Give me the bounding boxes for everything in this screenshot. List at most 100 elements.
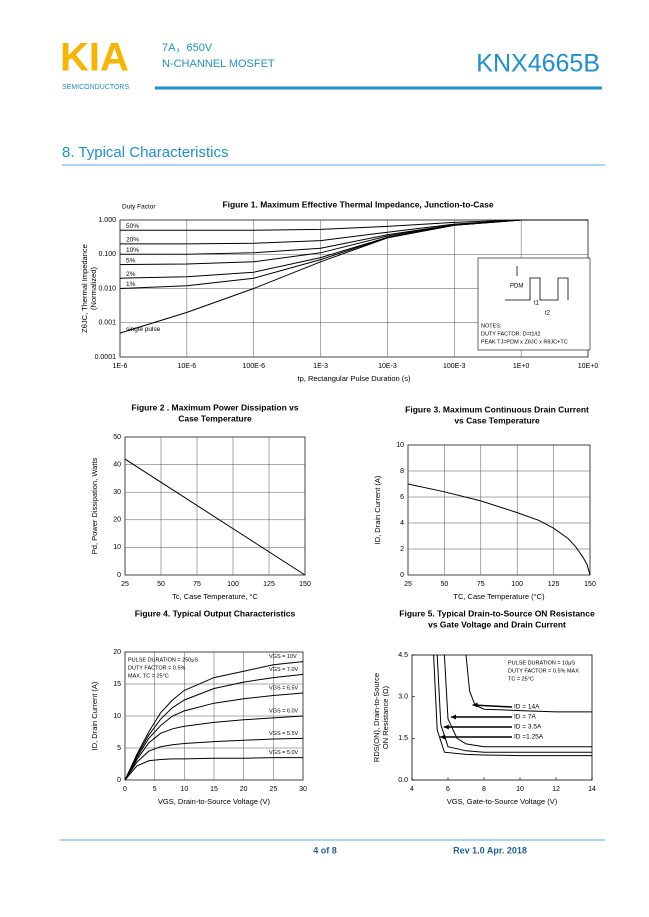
- curve-label: ID = 7A: [514, 714, 537, 721]
- x-tick-label: 100: [511, 581, 523, 588]
- x-tick-label: 10: [180, 786, 188, 793]
- curve: [124, 757, 303, 781]
- x-axis-label: Tc, Case Temperature, °C: [172, 592, 258, 601]
- x-tick-label: 10E-3: [378, 363, 397, 370]
- curve-label: 5%: [126, 257, 136, 264]
- page-number: 4 of 8: [313, 845, 337, 855]
- section-title: 8. Typical Characteristics: [62, 144, 228, 161]
- x-axis-label: tp, Rectangular Pulse Duration (s): [298, 374, 411, 383]
- y-tick-label: 0.100: [98, 251, 116, 258]
- x-tick-label: 50: [441, 581, 449, 588]
- note: TC = 25°C: [508, 676, 534, 682]
- y-tick-label: 0.0001: [95, 354, 117, 361]
- arrow-head: [451, 714, 456, 720]
- curve-label: ID =1.25A: [514, 734, 544, 741]
- x-tick-label: 1E+0: [513, 363, 530, 370]
- y-tick-label: 1.000: [98, 217, 116, 224]
- y-tick-label: 10: [396, 442, 404, 449]
- figure-title: vs Gate Voltage and Drain Current: [428, 619, 566, 629]
- curve-label: VGS = 7.0V: [269, 667, 299, 673]
- inset-label: t2: [545, 311, 551, 317]
- y-axis-label: ID, Drain Current (A): [373, 475, 382, 544]
- y-tick-label: 0: [117, 777, 121, 784]
- curve: [465, 654, 592, 713]
- inset-box: [477, 257, 591, 351]
- x-tick-label: 125: [548, 581, 560, 588]
- revision: Rev 1.0 Apr. 2018: [453, 845, 527, 855]
- x-tick-label: 1E-3: [313, 363, 328, 370]
- x-tick-label: 100E-6: [242, 363, 265, 370]
- legend-title: Duty Factor: [122, 204, 156, 211]
- curve: [124, 737, 304, 781]
- spec-line: N-CHANNEL MOSFET: [162, 58, 275, 70]
- y-axis-label: Pd, Power Dissipation, Watts: [90, 458, 99, 555]
- y-axis-label: RDS(ON), Drain-to-Source: [372, 673, 381, 762]
- x-tick-label: 14: [588, 786, 596, 793]
- y-tick-label: 2: [400, 546, 404, 553]
- x-axis-label: TC, Case Temperature (°C): [453, 592, 545, 601]
- arrow: [472, 704, 513, 708]
- y-tick-label: 6: [400, 494, 404, 501]
- curve-label: ID = 3.5A: [514, 724, 542, 731]
- curve-label: single pulse: [126, 326, 161, 333]
- x-tick-label: 5: [153, 786, 157, 793]
- y-tick-label: 4: [400, 520, 404, 527]
- spec-line: 7A，650V: [162, 42, 213, 54]
- curve: [407, 483, 591, 576]
- x-axis-label: VGS, Gate-to-Source Voltage (V): [447, 797, 558, 806]
- y-tick-label: 10: [113, 713, 121, 720]
- inset-note: PEAK TJ=PDM x ZθJC x RθJC+TC: [481, 339, 568, 345]
- figure-title: Figure 1. Maximum Effective Thermal Impe…: [222, 199, 493, 209]
- y-tick-label: 0.010: [98, 285, 116, 292]
- y-axis-label: ON Resistance (Ω): [381, 685, 390, 749]
- x-tick-label: 25: [121, 581, 129, 588]
- inset-label: t1: [534, 301, 540, 307]
- y-tick-label: 0.001: [98, 320, 116, 327]
- curve-label: VGS = 10V: [269, 654, 297, 660]
- y-tick-label: 5: [117, 745, 121, 752]
- inset-label: PDM: [510, 284, 523, 290]
- note: DUTY FACTOR = 0.5%: [128, 665, 186, 671]
- x-tick-label: 125: [263, 581, 275, 588]
- arrow-head: [472, 702, 478, 708]
- part-number: KNX4665B: [476, 50, 600, 78]
- y-tick-label: 30: [113, 489, 121, 496]
- x-tick-label: 30: [299, 786, 307, 793]
- x-tick-label: 4: [410, 786, 414, 793]
- note: PULSE DURATION = 250μS: [128, 657, 198, 663]
- y-tick-label: 20: [113, 649, 121, 656]
- x-tick-label: 10: [516, 786, 524, 793]
- x-tick-label: 75: [477, 581, 485, 588]
- pulse-diagram: [505, 277, 569, 301]
- arrow-head: [443, 724, 449, 730]
- x-tick-label: 6: [446, 786, 450, 793]
- y-tick-label: 0: [117, 572, 121, 579]
- y-tick-label: 4.5: [398, 652, 408, 659]
- y-tick-label: 8: [400, 468, 404, 475]
- x-axis-label: VGS, Drain-to-Source Voltage (V): [158, 797, 271, 806]
- y-axis-label: (Normalized): [89, 267, 98, 310]
- curve-label: VGS = 5.0V: [269, 750, 299, 756]
- y-tick-label: 1.5: [398, 735, 408, 742]
- arrow-head: [440, 734, 446, 740]
- curve-label: 20%: [126, 237, 139, 244]
- x-tick-label: 15: [210, 786, 218, 793]
- x-tick-label: 1E-6: [113, 363, 128, 370]
- curve-label: 1%: [126, 281, 136, 288]
- curve: [124, 673, 304, 781]
- curve-label: VGS = 5.5V: [269, 731, 299, 737]
- curve-label: VGS = 6.5V: [269, 685, 299, 691]
- curve: [124, 715, 304, 781]
- y-tick-label: 50: [113, 434, 121, 441]
- logo-sub: SEMICONDUCTORS: [62, 84, 129, 91]
- x-tick-label: 12: [552, 786, 560, 793]
- x-tick-label: 10E-6: [178, 363, 197, 370]
- figure-title: Figure 2 . Maximum Power Dissipation vs: [131, 402, 298, 412]
- logo: KIA: [60, 36, 129, 80]
- plot-frame: [411, 654, 593, 781]
- y-tick-label: 40: [113, 461, 121, 468]
- x-tick-label: 100: [227, 581, 239, 588]
- x-tick-label: 20: [240, 786, 248, 793]
- y-tick-label: 20: [113, 517, 121, 524]
